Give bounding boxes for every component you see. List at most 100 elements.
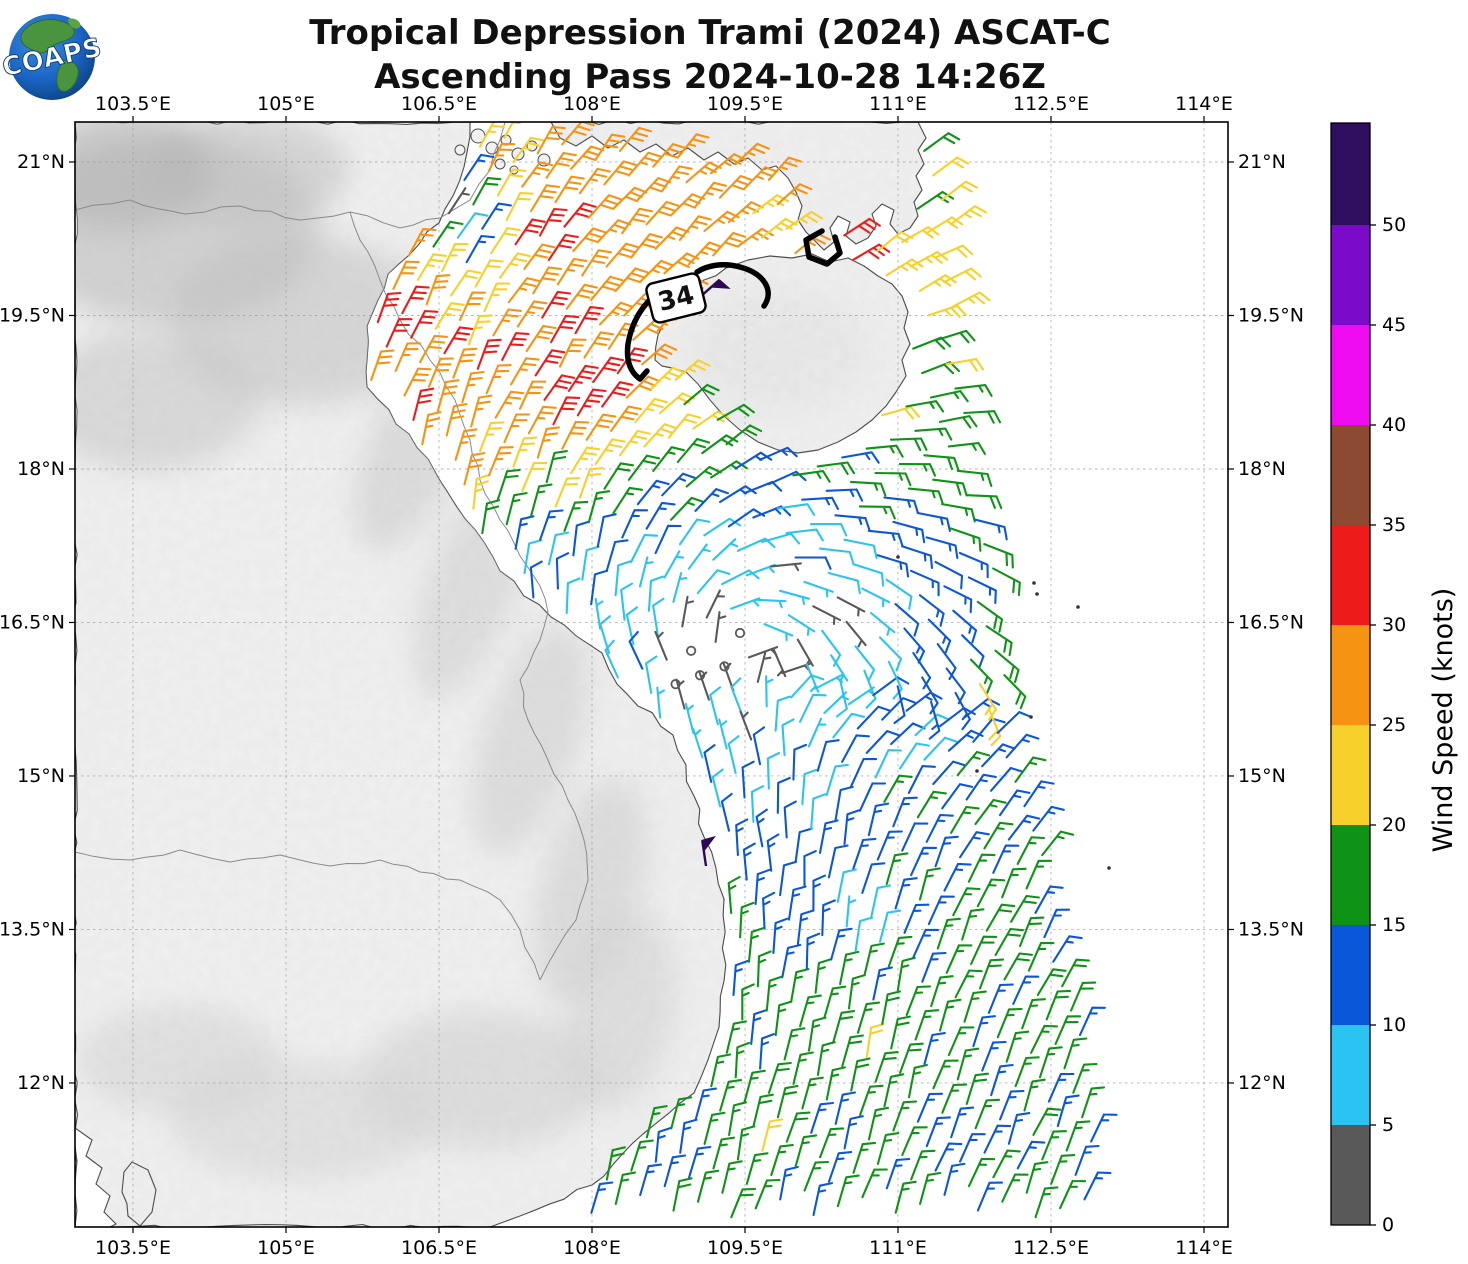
wind-barb bbox=[938, 707, 976, 728]
wind-barb bbox=[754, 868, 771, 906]
wind-barb bbox=[652, 597, 665, 637]
wind-barb bbox=[905, 400, 945, 413]
wind-barb bbox=[1036, 968, 1067, 997]
wind-barb bbox=[827, 1151, 853, 1183]
sparse-data-dot bbox=[896, 555, 900, 559]
wind-barb bbox=[496, 168, 527, 197]
wind-barb bbox=[403, 367, 432, 397]
wind-barb bbox=[1090, 1113, 1118, 1143]
wind-barb bbox=[934, 835, 959, 868]
wind-barb bbox=[734, 1041, 751, 1079]
wind-barb bbox=[727, 201, 764, 224]
wind-barb bbox=[1025, 859, 1053, 890]
colorbar-segment bbox=[1331, 123, 1370, 225]
colorbar-tick-label: 30 bbox=[1382, 614, 1406, 636]
wind-barb bbox=[810, 793, 827, 830]
wind-barb bbox=[376, 291, 402, 324]
wind-barb bbox=[810, 1101, 835, 1134]
wind-barb bbox=[638, 259, 674, 284]
wind-barb bbox=[556, 257, 588, 286]
wind-barb bbox=[943, 267, 982, 284]
wind-barb bbox=[934, 1142, 963, 1172]
wind-barb bbox=[436, 379, 460, 413]
wind-barb bbox=[736, 1125, 756, 1161]
wind-barb bbox=[932, 760, 967, 786]
wind-barb bbox=[503, 413, 530, 444]
wind-barb bbox=[587, 194, 622, 219]
x-tick-label-top: 114°E bbox=[1175, 93, 1233, 115]
x-tick-label-top: 112.5°E bbox=[1013, 93, 1089, 115]
country-border bbox=[75, 122, 506, 229]
wind-barb bbox=[596, 513, 617, 548]
wind-barb bbox=[652, 446, 685, 472]
wind-barb bbox=[923, 454, 960, 471]
figure-title-line2: Ascending Pass 2024-10-28 14:26Z bbox=[374, 57, 1046, 97]
wind-barb bbox=[867, 1106, 890, 1141]
sparse-data-dot bbox=[1032, 581, 1036, 585]
wind-barb bbox=[1070, 981, 1097, 1012]
wind-barb bbox=[927, 895, 955, 926]
wind-barb bbox=[812, 1182, 834, 1217]
wind-barb bbox=[688, 1145, 712, 1179]
wind-barb bbox=[470, 394, 493, 428]
wind-barb bbox=[952, 887, 981, 917]
wind-barb bbox=[735, 818, 749, 857]
wind-barb bbox=[845, 895, 857, 928]
wind-barb bbox=[999, 1089, 1025, 1121]
wind-barb bbox=[638, 556, 654, 588]
wind-barb bbox=[952, 609, 978, 644]
sparse-data-dot bbox=[1076, 605, 1080, 609]
wind-barb bbox=[907, 487, 944, 505]
wind-barb bbox=[530, 483, 553, 517]
wind-barb bbox=[861, 1168, 888, 1199]
wind-barb bbox=[712, 538, 739, 561]
wind-barb bbox=[761, 532, 801, 545]
wind-barb bbox=[392, 260, 420, 290]
wind-barb bbox=[1063, 1037, 1088, 1070]
wind-barb bbox=[510, 357, 540, 386]
wind-barb bbox=[450, 269, 482, 297]
wind-barb bbox=[796, 909, 815, 946]
sparse-data-dot bbox=[1035, 592, 1039, 596]
wind-barb bbox=[856, 1001, 881, 1034]
wind-barb bbox=[790, 674, 825, 699]
wind-barb bbox=[949, 205, 987, 226]
wind-barb bbox=[898, 463, 937, 477]
wind-barb bbox=[743, 480, 783, 495]
wind-barb bbox=[885, 852, 909, 886]
wind-barb bbox=[485, 364, 512, 395]
wind-barb bbox=[785, 210, 824, 230]
wind-barb bbox=[441, 242, 469, 273]
wind-barb bbox=[1052, 935, 1083, 963]
wind-barb bbox=[532, 266, 563, 295]
wind-barb bbox=[810, 522, 848, 537]
wind-barb bbox=[698, 670, 710, 701]
wind-barb bbox=[856, 705, 892, 730]
wind-barb bbox=[767, 1061, 792, 1094]
wind-barb bbox=[692, 410, 730, 430]
wind-barb bbox=[893, 685, 906, 725]
wind-barb bbox=[883, 496, 919, 514]
wind-barb bbox=[854, 645, 876, 682]
wind-barb bbox=[841, 734, 870, 763]
wind-barb bbox=[612, 486, 644, 515]
wind-barb bbox=[554, 175, 585, 204]
wind-barb bbox=[766, 833, 780, 872]
wind-barb bbox=[527, 405, 557, 435]
wind-barb bbox=[950, 1106, 975, 1139]
wind-barb bbox=[732, 959, 749, 997]
wind-barb bbox=[865, 1023, 885, 1059]
wind-barb bbox=[692, 727, 704, 759]
wind-barb bbox=[478, 122, 508, 148]
wind-barb bbox=[1021, 998, 1046, 1030]
wind-barb bbox=[799, 994, 822, 1028]
wind-barb bbox=[770, 562, 802, 572]
wind-barb bbox=[578, 467, 604, 499]
wind-barb bbox=[767, 156, 802, 181]
wind-barb bbox=[818, 819, 839, 854]
wind-barb bbox=[547, 233, 579, 261]
x-tick-label-bottom: 111°E bbox=[869, 1237, 927, 1259]
wind-barb bbox=[1047, 1072, 1075, 1103]
colorbar-segment bbox=[1331, 625, 1370, 725]
